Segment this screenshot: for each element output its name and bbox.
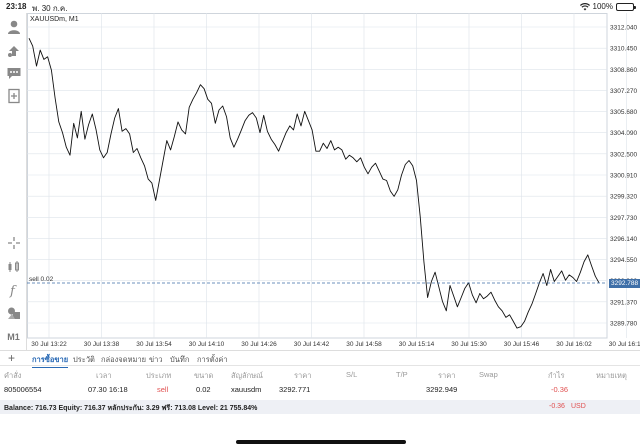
status-bar: 23:18 พ. 30 ก.ค. 100%: [0, 0, 640, 13]
x-tick-label: 30 Jul 16:18: [609, 341, 640, 348]
y-tick-label: 3289.780: [610, 321, 637, 328]
tab-journal[interactable]: บันทึก: [170, 355, 190, 364]
col-current-price: ราคา: [438, 371, 456, 380]
add-icon[interactable]: +: [8, 351, 16, 365]
terminal-tabs: + การซื้อขาย ประวัติ กล่องจดหมาย ข่าว บั…: [0, 350, 640, 368]
trade-icon[interactable]: [4, 40, 23, 59]
chat-icon[interactable]: [4, 63, 23, 82]
col-symbol: สัญลักษณ์: [231, 371, 264, 380]
x-tick-label: 30 Jul 14:42: [294, 341, 330, 348]
y-tick-label: 3304.090: [610, 130, 637, 137]
y-tick-label: 3299.320: [610, 194, 637, 201]
order-id: 805006554: [4, 385, 42, 394]
account-currency: USD: [571, 403, 586, 410]
new-chart-icon[interactable]: [4, 86, 23, 105]
balance-bar: Balance: 716.73 Equity: 716.37 หลักประกั…: [0, 400, 640, 414]
order-type: sell: [157, 385, 169, 394]
battery-percent: 100%: [592, 2, 613, 11]
x-tick-label: 30 Jul 15:14: [399, 341, 435, 348]
timeframe-button[interactable]: M1: [7, 331, 20, 342]
y-tick-label: 3312.040: [610, 25, 637, 32]
objects-icon[interactable]: [4, 303, 23, 322]
col-type: ประเภท: [146, 371, 172, 380]
balance-summary: Balance: 716.73 Equity: 716.37 หลักประกั…: [4, 405, 258, 412]
wifi-icon: [579, 2, 590, 10]
total-profit: -0.36: [549, 403, 565, 410]
col-order: คำสั่ง: [4, 371, 22, 380]
col-volume: ขนาด: [194, 371, 214, 380]
col-swap: Swap: [479, 370, 498, 379]
tab-history[interactable]: ประวัติ: [73, 355, 95, 364]
x-tick-label: 30 Jul 14:26: [241, 341, 277, 348]
col-price: ราคา: [294, 371, 312, 380]
crosshair-icon[interactable]: [4, 233, 23, 252]
col-sl: S/L: [346, 370, 358, 379]
y-tick-label: 3308.860: [610, 67, 637, 74]
y-tick-label: 3302.500: [610, 151, 637, 158]
y-tick-label: 3291.370: [610, 299, 637, 306]
x-tick-label: 30 Jul 14:58: [346, 341, 382, 348]
chart-symbol-label: XAUUSDm, M1: [30, 16, 79, 23]
tab-trade[interactable]: การซื้อขาย: [32, 354, 69, 368]
x-tick-label: 30 Jul 13:38: [84, 341, 120, 348]
x-tick-label: 30 Jul 13:54: [136, 341, 172, 348]
y-tick-label: 3296.140: [610, 236, 637, 243]
tab-news[interactable]: ข่าว: [149, 355, 163, 364]
x-tick-label: 30 Jul 14:10: [189, 341, 225, 348]
terminal-header: คำสั่ง เวลา ประเภท ขนาด สัญลักษณ์ ราคา S…: [0, 367, 640, 380]
order-time: 07.30 16:18: [88, 385, 128, 394]
x-tick-label: 30 Jul 15:30: [451, 341, 487, 348]
status-time: 23:18: [6, 2, 27, 11]
status-date: พ. 30 ก.ค.: [32, 4, 68, 13]
order-price: 3292.771: [279, 385, 311, 394]
x-tick-label: 30 Jul 15:46: [504, 341, 540, 348]
y-tick-label: 3294.550: [610, 257, 637, 264]
svg-text:f: f: [9, 284, 17, 298]
battery-icon: [616, 2, 636, 11]
chart-frame: [27, 13, 608, 339]
y-tick-label: 3307.270: [610, 88, 637, 95]
y-tick-label: 3297.730: [610, 215, 637, 222]
order-symbol: xauusdm: [231, 385, 262, 394]
x-tick-label: 30 Jul 16:02: [556, 341, 592, 348]
tab-settings[interactable]: การตั้งค่า: [197, 355, 228, 364]
home-indicator[interactable]: [236, 440, 406, 444]
table-row[interactable]: 805006554 07.30 16:18 sell 0.02 xauusdm …: [0, 382, 640, 400]
function-icon[interactable]: f: [4, 280, 23, 299]
chart-canvas: 3312.040 3310.450 3308.860 3307.270 3305.680…: [27, 13, 640, 348]
col-profit: กำไร: [548, 371, 565, 380]
status-right: 100%: [579, 2, 636, 11]
order-profit: -0.36: [551, 385, 569, 394]
price-chart[interactable]: 3312.040 3310.450 3308.860 3307.270 3305.680…: [27, 13, 640, 350]
tab-mailbox[interactable]: กล่องจดหมาย: [101, 355, 147, 364]
current-price-tag: 3292.788: [609, 278, 640, 288]
left-toolbar: f M1: [0, 13, 27, 350]
x-tick-label: 30 Jul 13:22: [31, 341, 67, 348]
order-current-price: 3292.949: [426, 385, 458, 394]
col-tp: T/P: [396, 370, 408, 379]
account-icon[interactable]: [4, 17, 23, 36]
y-tick-label: 3300.910: [610, 173, 637, 180]
order-line-label: sell 0.02: [29, 276, 54, 283]
price-series-line: [28, 38, 600, 329]
col-comment: หมายเหตุ: [596, 371, 627, 380]
y-tick-label: 3310.450: [610, 46, 637, 53]
indicators-icon[interactable]: [4, 257, 23, 276]
y-tick-label: 3305.680: [610, 109, 637, 116]
col-time: เวลา: [96, 371, 112, 380]
order-volume: 0.02: [196, 385, 211, 394]
